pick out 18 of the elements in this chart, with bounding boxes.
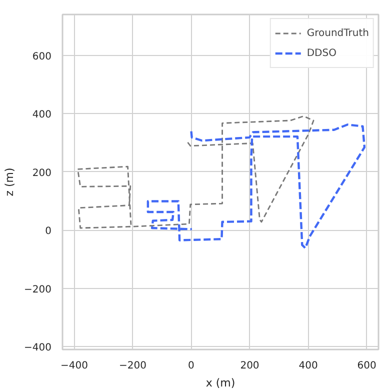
y-axis-title: z (m) [3,168,16,196]
x-axis-title: x (m) [206,376,236,390]
legend-label: DDSO [306,48,336,58]
y-tick-label: −400 [24,342,52,354]
y-tick-label: 600 [32,51,52,62]
y-tick-label: −200 [24,284,52,296]
line-series [146,124,366,250]
x-tick-label: −400 [60,360,88,372]
y-tick-label: 0 [45,226,52,238]
y-tick-label: 200 [32,168,52,179]
x-tick-label: 400 [298,360,318,372]
legend-label: GroundTruth [306,28,369,38]
line-series [77,115,314,229]
y-tick-label: 400 [32,110,52,121]
x-tick-label: 200 [240,360,260,372]
x-tick-label: −200 [118,360,146,372]
x-tick-label: 0 [188,360,194,372]
x-tick-label: 600 [357,360,376,372]
